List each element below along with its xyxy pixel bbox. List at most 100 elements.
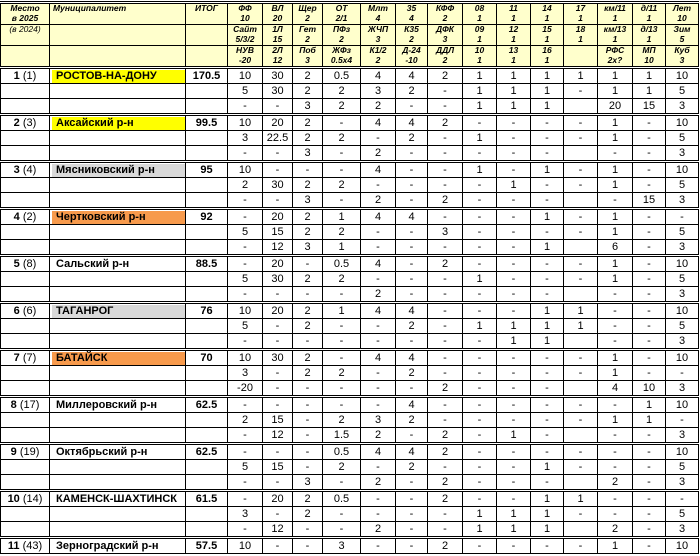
criterion-label: 18 [575, 24, 586, 34]
score-cell: 2 [395, 130, 428, 146]
score-cell: 1 [530, 521, 564, 538]
empty-cell [0, 521, 50, 538]
score-cell: 0.5 [322, 254, 361, 272]
empty-cell [49, 333, 186, 350]
score-cell: 2 [322, 177, 361, 193]
score-cell: 5 [227, 459, 263, 475]
empty-cell [185, 333, 228, 350]
place-previous: (2) [22, 211, 37, 224]
score-cell [563, 239, 598, 256]
score-cell: 2 [395, 318, 428, 334]
criterion-points: 12 [272, 54, 283, 65]
score-cell: - [227, 207, 263, 225]
score-cell: 2 [427, 474, 463, 491]
score-cell: - [292, 521, 323, 538]
score-cell: 5 [665, 130, 699, 146]
score-cell: - [292, 459, 323, 475]
score-cell: - [496, 286, 531, 303]
score-cell: 1.5 [322, 427, 361, 444]
score-cell: 1 [632, 395, 666, 413]
score-cell: - [395, 177, 428, 193]
score-cell: - [322, 348, 361, 366]
score-cell: 4 [360, 442, 396, 460]
score-cell: - [262, 318, 293, 334]
criterion-points: 1 [578, 12, 583, 23]
score-cell: - [395, 224, 428, 240]
criterion-points: 1 [646, 12, 652, 23]
score-cell: 5 [665, 506, 699, 522]
empty-cell [0, 286, 50, 303]
place-previous: (6) [22, 305, 37, 318]
score-cell: - [395, 333, 428, 350]
header-criterion: д/11 1 [632, 1, 666, 25]
score-cell: - [632, 474, 666, 491]
score-cell [563, 474, 598, 491]
score-cell: 3 [665, 333, 699, 350]
score-cell: - [462, 239, 497, 256]
criterion-points: 15 [272, 33, 283, 44]
score-cell: - [262, 160, 293, 178]
score-cell: 2 [360, 474, 396, 491]
criterion-label: РФС [605, 45, 625, 55]
place-previous: (4) [22, 164, 37, 177]
header-criterion: Сайт 5/3/2 [227, 24, 263, 46]
header-criterion: 08 1 [462, 1, 497, 25]
total-score: 92 [185, 207, 228, 225]
score-cell: 3 [665, 427, 699, 444]
criterion-points: 2/1 [335, 12, 348, 23]
score-cell: 1 [496, 98, 531, 115]
score-cell: 2 [292, 506, 323, 522]
score-cell: - [360, 224, 396, 240]
score-cell: 3 [227, 506, 263, 522]
table-row: 2 30 2 2- - - -1- -1-5 [0, 177, 699, 193]
empty-cell [49, 474, 186, 491]
criterion-label: Лет [672, 3, 692, 13]
score-cell: 1 [597, 83, 633, 99]
header-criterion: км/13 1 [597, 24, 633, 46]
criterion-points: 10 [677, 12, 687, 23]
empty-cell [49, 177, 186, 193]
criterion-points: 1 [477, 33, 482, 44]
empty-cell [49, 130, 186, 146]
score-cell: - [530, 130, 564, 146]
total-score: 99.5 [185, 113, 228, 131]
criterion-points: 1 [646, 33, 652, 44]
empty-cell [49, 286, 186, 303]
score-cell: 1 [597, 348, 633, 366]
criterion-points: 1 [544, 54, 550, 65]
score-cell: - [530, 224, 564, 240]
score-cell: - [227, 474, 263, 491]
empty-cell [49, 459, 186, 475]
empty-cell [185, 506, 228, 522]
criterion-points: 2 [442, 54, 448, 65]
score-cell: - [496, 365, 531, 381]
score-cell: - [395, 286, 428, 303]
criterion-points: 0.5x4 [330, 54, 353, 65]
empty-cell [185, 286, 228, 303]
criterion-points: 1 [544, 33, 550, 44]
table-row: - -3-2-2- - - -15 3 [0, 192, 699, 209]
score-cell: - [292, 395, 323, 413]
score-cell: 2 [360, 192, 396, 209]
score-cell: - [427, 506, 463, 522]
score-cell: - [395, 474, 428, 491]
score-cell: - [292, 380, 323, 397]
table-row: 5 30 2 2 3 2-1 1 1-1 1 5 [0, 83, 699, 99]
score-cell: 10 [227, 113, 263, 131]
municipality-label: Зерноградский р-н [56, 539, 159, 552]
score-cell: 10 [665, 442, 699, 460]
header-criterion: 09 1 [462, 24, 497, 46]
header-criterion: Лет 10 [665, 1, 699, 25]
criterion-label: 15 [542, 24, 552, 34]
place-cell: 2 (3) [0, 113, 50, 131]
table-row: 6 (6) ТАГАНРОГ 76 10 20 2 1 4 4- - -1 1- -10 [0, 301, 699, 319]
score-cell: - [427, 318, 463, 334]
empty-cell [0, 224, 50, 240]
header-criterion: д/13 1 [632, 24, 666, 46]
place-current: 4 [13, 211, 20, 224]
header-criterion: РФС 2х? [597, 45, 633, 69]
score-cell: 1 [563, 489, 598, 507]
score-cell: 4 [360, 207, 396, 225]
score-cell: - [496, 536, 531, 554]
score-cell: 2 [597, 521, 633, 538]
